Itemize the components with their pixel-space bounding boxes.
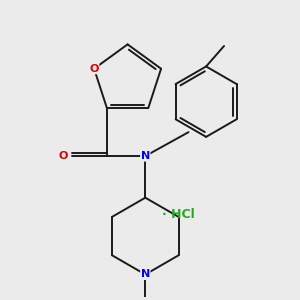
Text: N: N bbox=[141, 269, 150, 280]
Text: O: O bbox=[59, 151, 68, 161]
Text: · HCl: · HCl bbox=[162, 208, 195, 220]
Text: N: N bbox=[141, 151, 150, 161]
Text: O: O bbox=[89, 64, 99, 74]
